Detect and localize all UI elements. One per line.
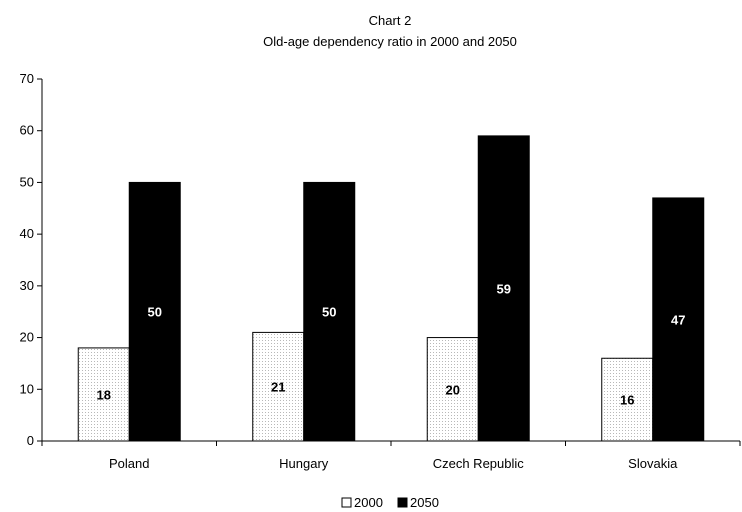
- data-label: 20: [446, 382, 460, 397]
- bar-2000-slovakia: [601, 357, 654, 442]
- data-label: 59: [497, 281, 511, 296]
- data-label: 50: [322, 305, 336, 320]
- y-tick-label: 0: [27, 433, 34, 448]
- legend-swatch-2000: [341, 497, 352, 508]
- bar-2000-czech-republic: [426, 337, 479, 442]
- legend-label-2000: 2000: [354, 495, 383, 510]
- y-tick-label: 10: [20, 381, 34, 396]
- data-label: 47: [671, 312, 685, 327]
- data-label: 18: [97, 387, 111, 402]
- x-tick-label: Hungary: [279, 456, 329, 471]
- legend: 2000 2050: [341, 495, 439, 510]
- bar-2050-hungary: [303, 181, 356, 442]
- chart-subtitle: Old-age dependency ratio in 2000 and 205…: [263, 34, 517, 49]
- data-labels: 18 50 21 50 20 59 16 47: [97, 281, 686, 407]
- x-tick-label: Poland: [109, 456, 149, 471]
- y-tick-label: 30: [20, 278, 34, 293]
- bar-2000-poland: [77, 347, 130, 442]
- data-label: 16: [620, 393, 634, 408]
- bar-2000-hungary: [252, 331, 305, 442]
- data-label: 21: [271, 380, 285, 395]
- y-tick-label: 50: [20, 174, 34, 189]
- y-tick-label: 60: [20, 123, 34, 138]
- bars: [77, 135, 705, 442]
- legend-swatch-2050: [397, 497, 408, 508]
- data-label: 50: [148, 305, 162, 320]
- bar-2050-slovakia: [652, 197, 705, 442]
- x-axis: Poland Hungary Czech Republic Slovakia: [41, 440, 741, 471]
- y-tick-label: 70: [20, 71, 34, 86]
- x-tick-label: Slovakia: [628, 456, 678, 471]
- bar-2050-poland: [128, 181, 181, 442]
- y-tick-label: 20: [20, 330, 34, 345]
- chart-title: Chart 2: [369, 13, 412, 28]
- legend-label-2050: 2050: [410, 495, 439, 510]
- x-tick-label: Czech Republic: [433, 456, 525, 471]
- bar-2050-czech-republic: [477, 135, 530, 442]
- y-axis: 0 10 20 30 40 50 60 70: [20, 71, 43, 448]
- y-tick-label: 40: [20, 226, 34, 241]
